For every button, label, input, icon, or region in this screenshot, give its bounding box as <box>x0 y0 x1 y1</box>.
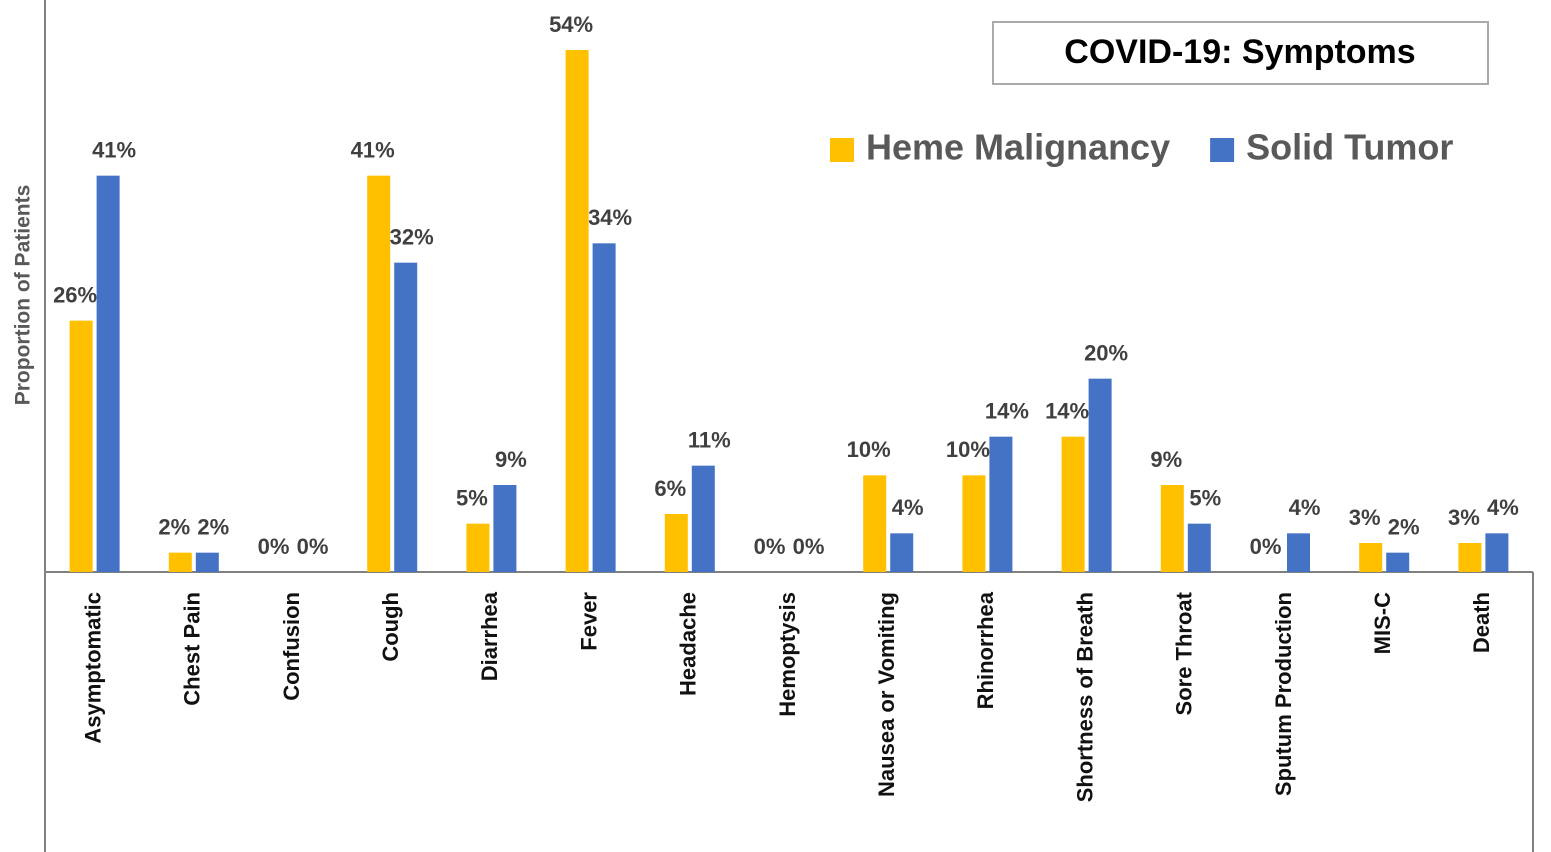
x-tick-label: Chest Pain <box>180 592 205 706</box>
data-label: 54% <box>549 12 593 37</box>
data-label: 2% <box>1388 514 1420 539</box>
data-label: 26% <box>53 282 97 307</box>
data-label: 14% <box>1045 398 1089 423</box>
data-label: 10% <box>946 437 990 462</box>
legend-label: Solid Tumor <box>1246 127 1453 168</box>
bar <box>493 485 517 572</box>
data-label: 4% <box>1487 495 1519 520</box>
data-label: 4% <box>892 495 924 520</box>
bar <box>989 436 1013 572</box>
bar <box>1386 552 1410 572</box>
x-tick-label: Sputum Production <box>1271 592 1296 796</box>
bar <box>863 475 887 572</box>
x-tick-label: Diarrhea <box>477 591 502 681</box>
title-box <box>992 21 1489 85</box>
x-tick-label: Cough <box>378 592 403 662</box>
legend-swatch <box>1210 138 1235 162</box>
data-label: 3% <box>1349 505 1381 530</box>
bar <box>691 465 715 572</box>
data-label: 0% <box>793 534 825 559</box>
y-axis-label: Proportion of Patients <box>12 185 35 406</box>
bar <box>466 523 490 572</box>
data-label: 0% <box>258 534 290 559</box>
legend-swatch <box>830 138 854 162</box>
bar <box>1160 485 1184 572</box>
x-tick-label: Death <box>1469 592 1494 653</box>
x-tick-label: Sore Throat <box>1172 591 1197 715</box>
data-label: 41% <box>92 137 136 162</box>
bar <box>1088 378 1112 572</box>
x-tick-label: Headache <box>676 592 701 696</box>
x-tick-label: Confusion <box>279 592 304 701</box>
bar <box>96 175 120 572</box>
data-label: 5% <box>456 485 488 510</box>
data-label: 6% <box>654 476 686 501</box>
bar <box>565 50 589 572</box>
bar <box>1061 436 1085 572</box>
x-tick-label: Nausea or Vomiting <box>874 592 899 797</box>
data-label: 3% <box>1448 505 1480 530</box>
data-label: 34% <box>588 205 632 230</box>
bar <box>1287 533 1310 572</box>
bar <box>1359 543 1383 572</box>
data-label: 32% <box>390 224 434 249</box>
data-label: 2% <box>158 514 190 539</box>
data-label: 2% <box>197 514 229 539</box>
bar <box>1458 543 1482 572</box>
x-tick-label: Fever <box>576 592 601 651</box>
bar <box>168 552 192 572</box>
data-label: 5% <box>1189 485 1221 510</box>
data-label: 0% <box>297 534 329 559</box>
bar <box>367 175 391 572</box>
data-label: 14% <box>985 398 1029 423</box>
data-label: 10% <box>847 437 891 462</box>
bar <box>890 533 914 572</box>
bar <box>962 475 986 572</box>
legend-label: Heme Malignancy <box>866 127 1170 168</box>
data-label: 4% <box>1289 495 1321 520</box>
bar <box>69 320 93 572</box>
bar <box>664 514 688 572</box>
bar <box>394 262 418 572</box>
x-tick-label: Shortness of Breath <box>1072 592 1097 802</box>
bar <box>592 243 616 573</box>
data-label: 41% <box>351 137 395 162</box>
bar <box>195 552 219 572</box>
x-tick-label: Asymptomatic <box>80 592 105 744</box>
data-label: 20% <box>1084 340 1128 365</box>
bar <box>1485 533 1509 572</box>
x-tick-label: Rhinorrhea <box>973 591 998 709</box>
data-label: 0% <box>1250 534 1282 559</box>
chart-title: COVID-19: Symptoms <box>1064 33 1415 71</box>
x-tick-label: MIS-C <box>1370 592 1395 654</box>
x-tick-label: Hemoptysis <box>775 592 800 717</box>
data-label: 0% <box>754 534 786 559</box>
data-label: 11% <box>688 427 731 452</box>
data-label: 9% <box>495 447 527 472</box>
data-label: 9% <box>1150 447 1182 472</box>
bar <box>1187 523 1211 572</box>
